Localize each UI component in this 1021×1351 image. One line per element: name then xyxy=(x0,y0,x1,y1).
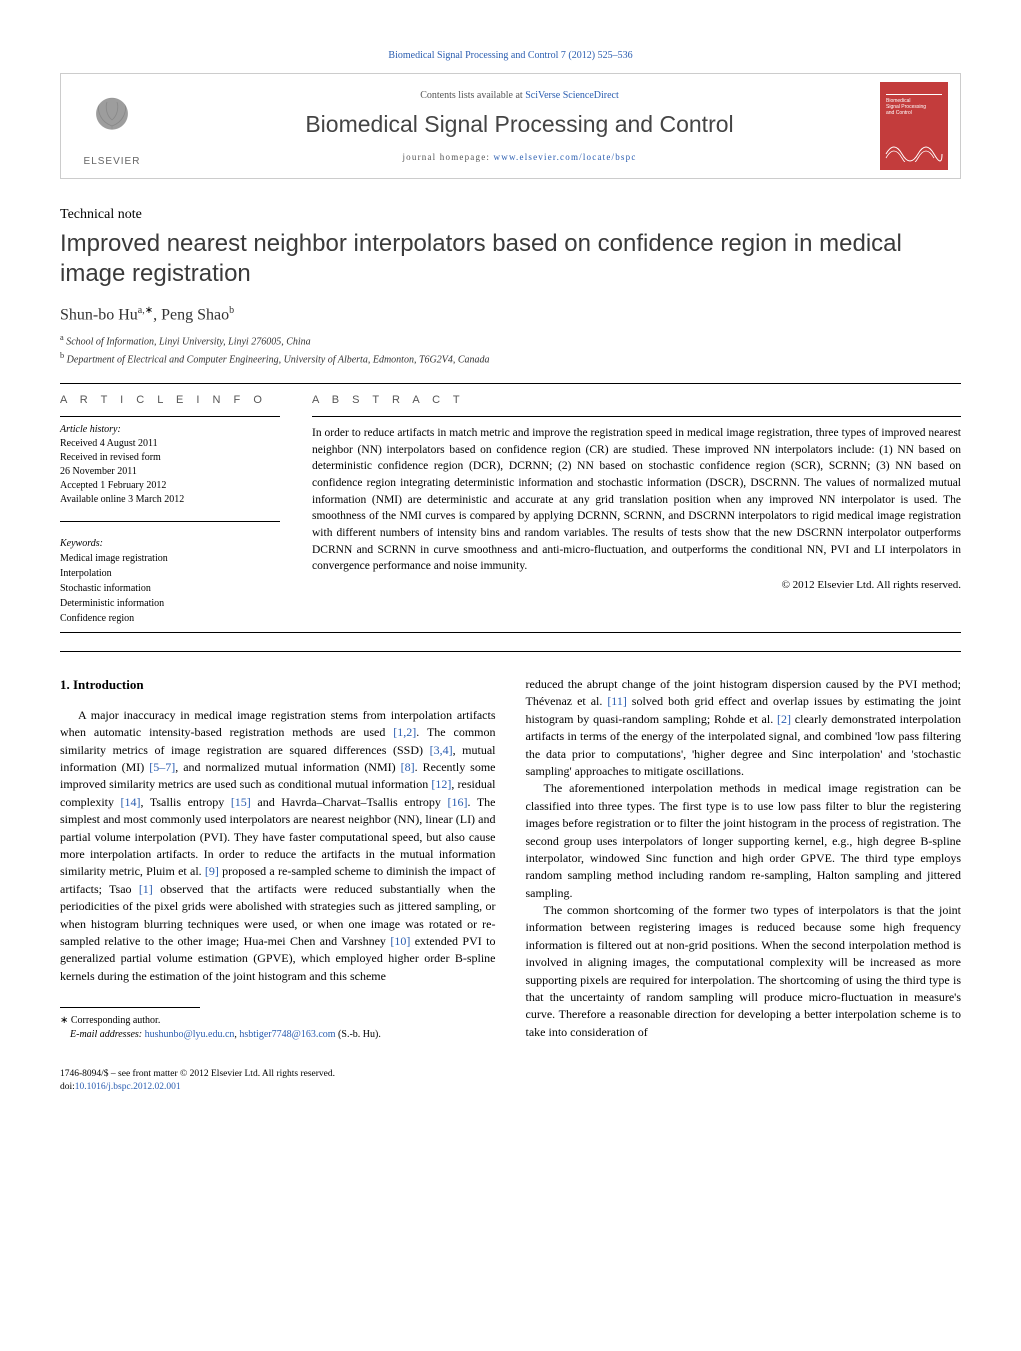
citation-link[interactable]: [12] xyxy=(431,777,451,791)
doi-link[interactable]: 10.1016/j.bspc.2012.02.001 xyxy=(75,1082,181,1092)
section-heading: 1. Introduction xyxy=(60,676,496,695)
citation-link[interactable]: [11] xyxy=(607,694,627,708)
author-email-link[interactable]: hsbtiger7748@163.com xyxy=(239,1029,335,1040)
keyword: Stochastic information xyxy=(60,581,280,596)
affil-text: School of Information, Linyi University,… xyxy=(66,337,310,348)
author-list: Shun-bo Hua,∗, Peng Shaob xyxy=(60,305,961,324)
history-item: Received in revised form xyxy=(60,451,280,465)
citation-link[interactable]: [15] xyxy=(231,795,251,809)
author-name: Peng Shao xyxy=(161,306,229,323)
citation-link[interactable]: [2] xyxy=(777,712,791,726)
keyword: Deterministic information xyxy=(60,596,280,611)
citation-link[interactable]: [1,2] xyxy=(393,725,416,739)
citation-link[interactable]: [8] xyxy=(401,760,415,774)
history-label: Article history: xyxy=(60,423,280,437)
elsevier-name: ELSEVIER xyxy=(84,156,141,167)
front-matter-line: 1746-8094/$ – see front matter © 2012 El… xyxy=(60,1068,961,1081)
author-affil-sup: b xyxy=(229,305,234,316)
author-affil-sup: a, xyxy=(138,305,145,316)
affil-text: Department of Electrical and Computer En… xyxy=(67,354,490,365)
cover-line: and Control xyxy=(886,110,912,116)
bottom-meta: 1746-8094/$ – see front matter © 2012 El… xyxy=(60,1068,961,1095)
keyword: Interpolation xyxy=(60,566,280,581)
elsevier-tree-icon xyxy=(79,92,145,154)
contents-available-line: Contents lists available at SciVerse Sci… xyxy=(169,90,870,101)
divider xyxy=(60,521,280,522)
sciencedirect-link[interactable]: SciVerse ScienceDirect xyxy=(525,90,619,101)
text-run: and Havrda–Charvat–Tsallis entropy xyxy=(251,795,448,809)
citation-link[interactable]: [9] xyxy=(205,864,219,878)
keyword: Confidence region xyxy=(60,611,280,626)
history-item: Available online 3 March 2012 xyxy=(60,493,280,507)
article-type: Technical note xyxy=(60,207,961,223)
body-paragraph: The common shortcoming of the former two… xyxy=(526,902,962,1041)
contents-prefix: Contents lists available at xyxy=(420,90,525,101)
email-label: E-mail addresses: xyxy=(70,1029,145,1040)
history-item: Accepted 1 February 2012 xyxy=(60,479,280,493)
author-email-link[interactable]: hushunbo@lyu.edu.cn xyxy=(145,1029,235,1040)
homepage-prefix: journal homepage: xyxy=(402,152,493,162)
divider xyxy=(60,651,961,652)
citation-link[interactable]: [5–7] xyxy=(149,760,175,774)
running-header: Biomedical Signal Processing and Control… xyxy=(60,50,961,61)
journal-homepage-line: journal homepage: www.elsevier.com/locat… xyxy=(169,152,870,162)
body-paragraph: The aforementioned interpolation methods… xyxy=(526,780,962,902)
citation-link[interactable]: [3,4] xyxy=(430,743,453,757)
article-info-head: A R T I C L E I N F O xyxy=(60,394,280,406)
history-item: 26 November 2011 xyxy=(60,465,280,479)
body-paragraph: A major inaccuracy in medical image regi… xyxy=(60,707,496,985)
abstract-copyright: © 2012 Elsevier Ltd. All rights reserved… xyxy=(312,579,961,591)
corresponding-asterisk: ∗ xyxy=(145,305,153,316)
journal-title: Biomedical Signal Processing and Control xyxy=(169,111,870,138)
keywords-label: Keywords: xyxy=(60,536,280,551)
affiliation-b: b Department of Electrical and Computer … xyxy=(60,350,961,367)
asterisk-icon: ∗ xyxy=(60,1015,68,1026)
journal-homepage-link[interactable]: www.elsevier.com/locate/bspc xyxy=(494,152,637,162)
article-history: Article history: Received 4 August 2011 … xyxy=(60,423,280,507)
citation-link[interactable]: [10] xyxy=(390,934,410,948)
doi-label: doi: xyxy=(60,1082,75,1092)
article-title: Improved nearest neighbor interpolators … xyxy=(60,229,961,289)
history-item: Received 4 August 2011 xyxy=(60,437,280,451)
abstract-head: A B S T R A C T xyxy=(312,394,961,406)
text-run: , Tsallis entropy xyxy=(141,795,231,809)
divider xyxy=(60,383,961,384)
journal-cover-thumbnail: Biomedical Signal Processing and Control xyxy=(880,82,948,170)
body-two-column: 1. Introduction A major inaccuracy in me… xyxy=(60,676,961,1042)
body-paragraph: reduced the abrupt change of the joint h… xyxy=(526,676,962,780)
divider xyxy=(312,416,961,417)
email-tail: (S.-b. Hu). xyxy=(336,1029,381,1040)
citation-link[interactable]: [16] xyxy=(447,795,467,809)
corresponding-author-footnote: ∗ Corresponding author. E-mail addresses… xyxy=(60,1014,496,1042)
divider xyxy=(60,416,280,417)
citation-link[interactable]: [1] xyxy=(139,882,153,896)
footnote-rule xyxy=(60,1007,200,1008)
divider xyxy=(60,632,961,633)
corr-label: Corresponding author. xyxy=(71,1015,160,1026)
text-run: , and normalized mutual information (NMI… xyxy=(175,760,400,774)
cover-wave-icon xyxy=(884,136,944,162)
keywords-block: Keywords: Medical image registration Int… xyxy=(60,536,280,626)
author-sep: , xyxy=(153,306,161,323)
citation-link[interactable]: [14] xyxy=(121,795,141,809)
journal-header-box: ELSEVIER Contents lists available at Sci… xyxy=(60,73,961,179)
keyword: Medical image registration xyxy=(60,551,280,566)
abstract-text: In order to reduce artifacts in match me… xyxy=(312,425,961,575)
author-name: Shun-bo Hu xyxy=(60,306,138,323)
running-header-link[interactable]: Biomedical Signal Processing and Control… xyxy=(388,50,632,61)
affiliation-a: a School of Information, Linyi Universit… xyxy=(60,332,961,349)
elsevier-logo: ELSEVIER xyxy=(73,85,151,167)
